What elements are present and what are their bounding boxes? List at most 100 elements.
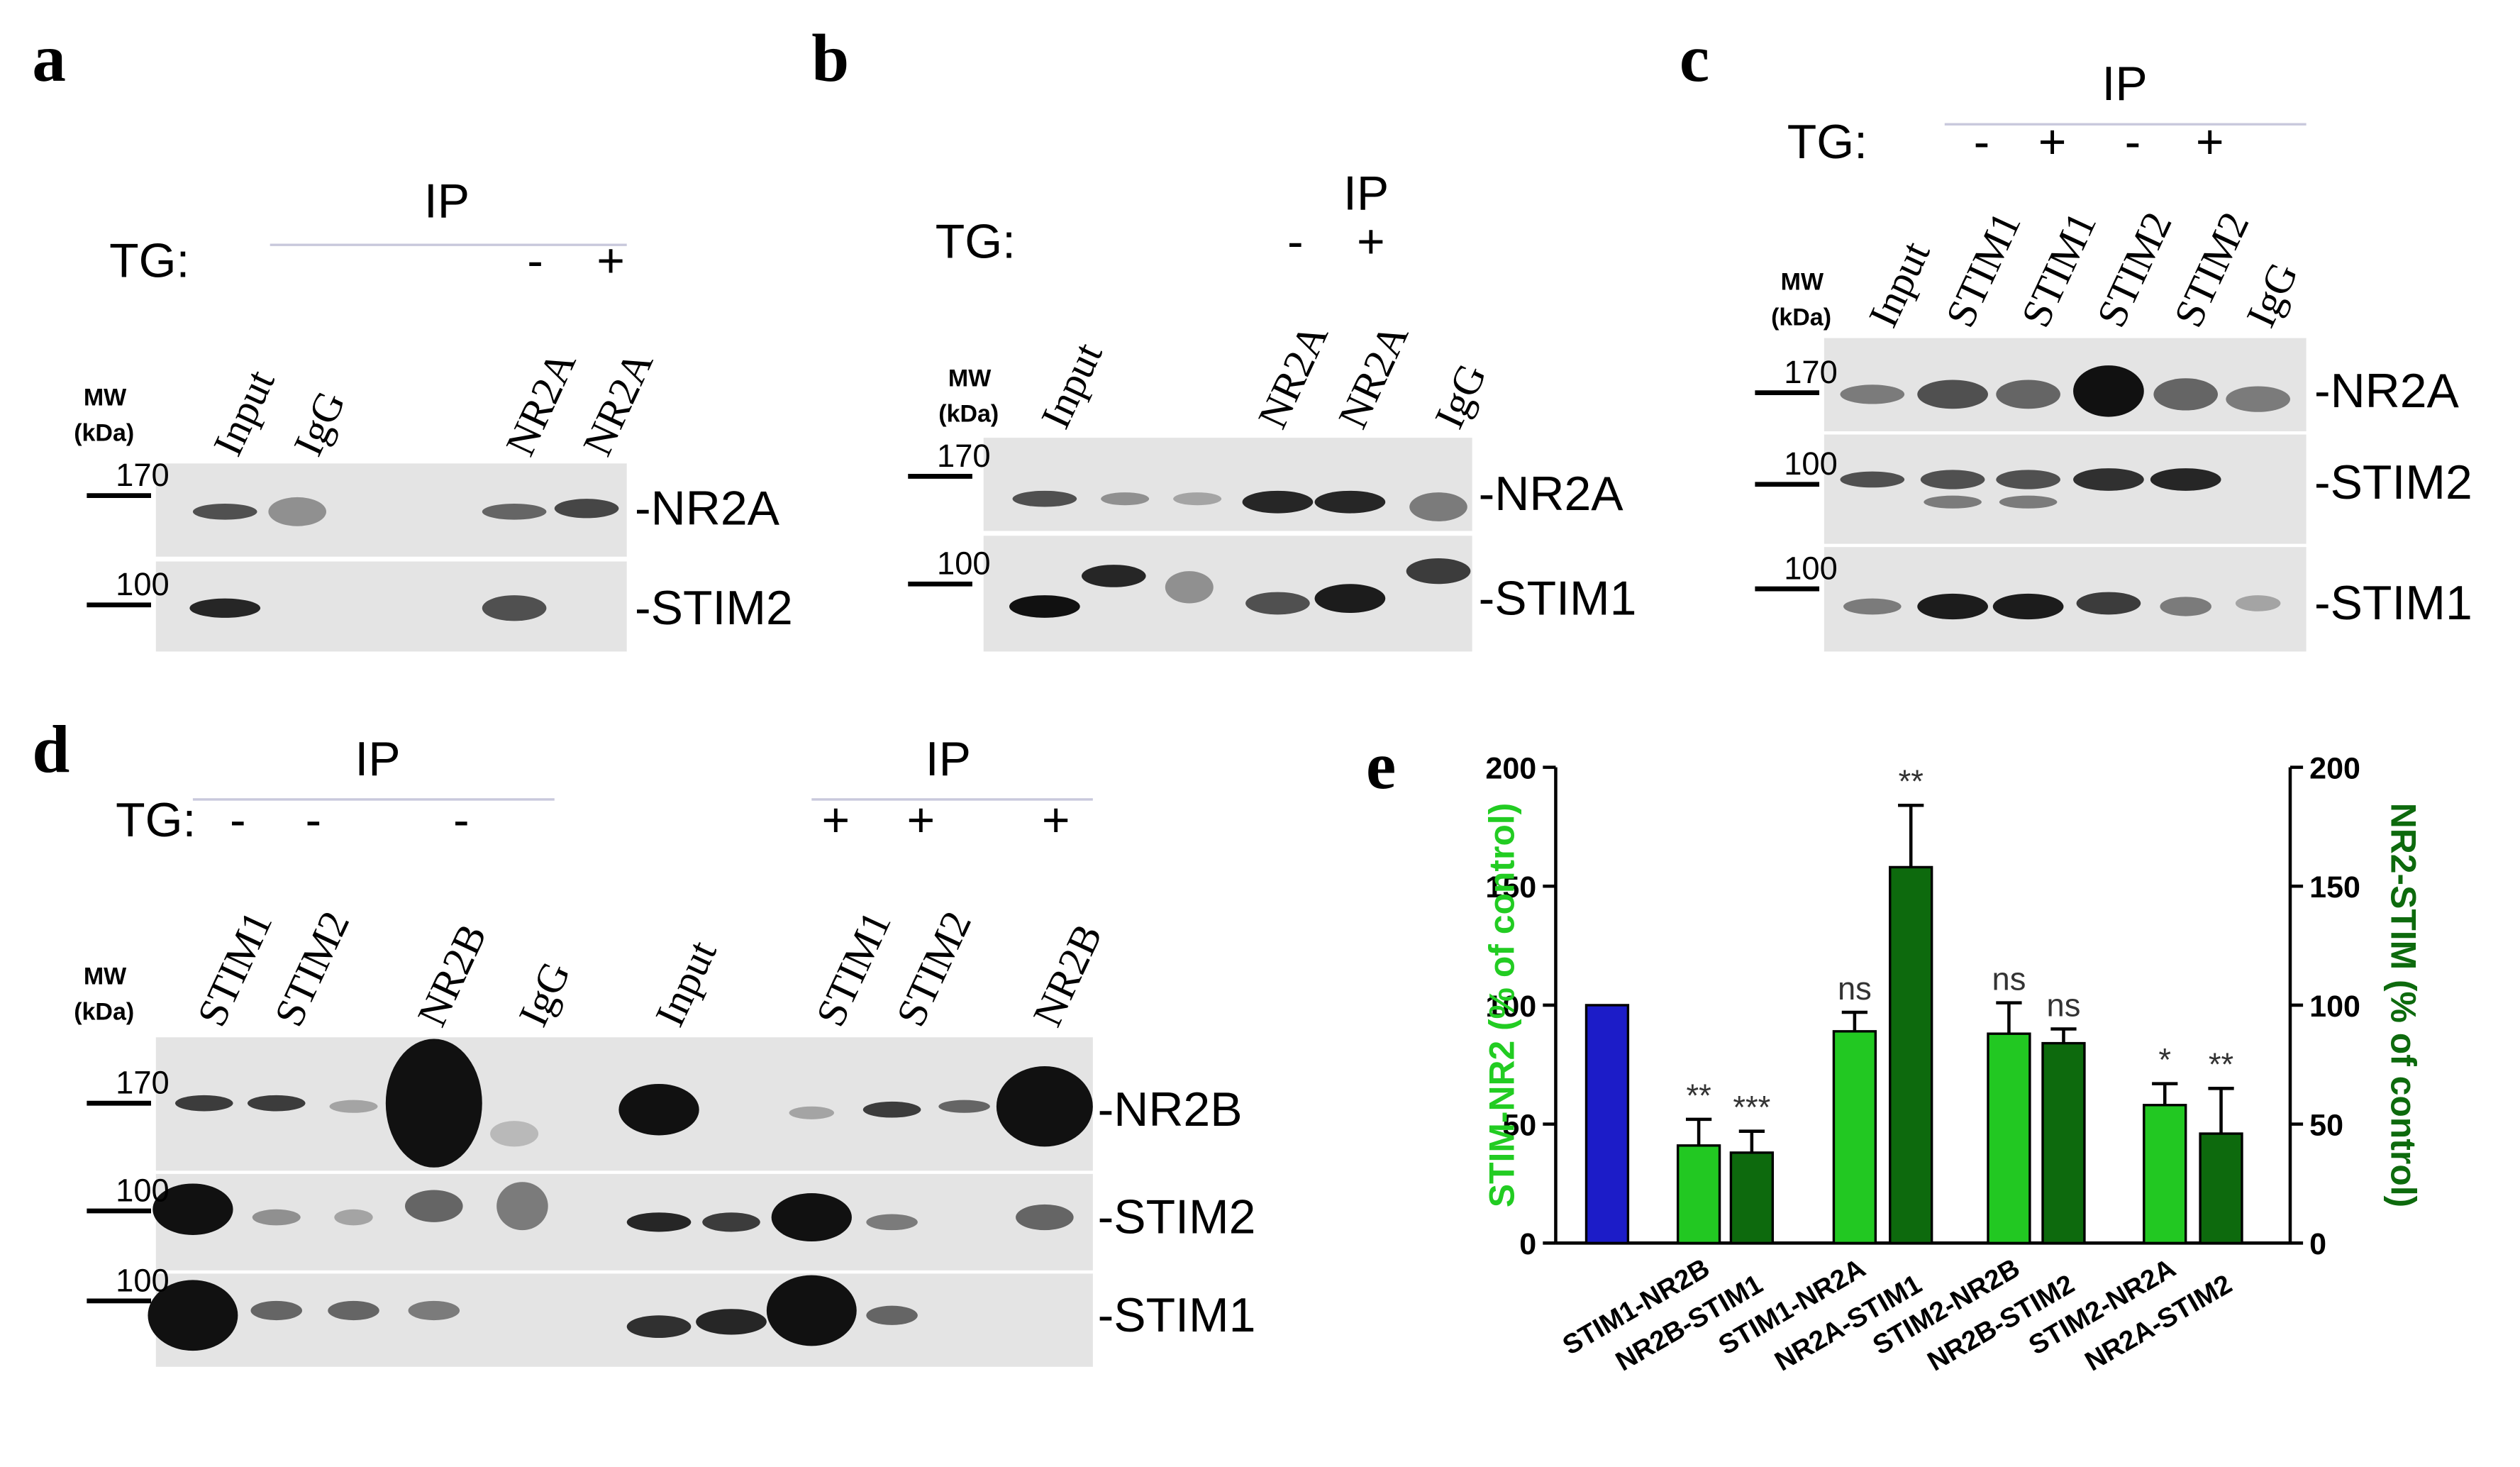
blot-band xyxy=(618,1083,699,1136)
blot-band xyxy=(1999,495,2058,509)
band-label: -STIM1 xyxy=(2314,576,2472,630)
significance: ns xyxy=(1838,970,1872,1007)
blot-band xyxy=(866,1214,918,1231)
y-tick-label: 0 xyxy=(1519,1227,1536,1261)
blot-band xyxy=(1996,470,2060,489)
bar xyxy=(1729,1151,1775,1245)
y-tick-label: 50 xyxy=(1502,1108,1536,1142)
blot-band xyxy=(1996,380,2060,409)
blot-band xyxy=(789,1106,835,1119)
blot-band xyxy=(554,499,619,519)
blot-strip xyxy=(155,1173,1093,1271)
blot-band xyxy=(2160,597,2211,616)
tg-sign: + xyxy=(2196,115,2224,169)
blot-band xyxy=(2073,365,2144,417)
tg-sign: + xyxy=(1357,214,1385,268)
bar xyxy=(2143,1104,2187,1245)
significance: * xyxy=(2158,1041,2171,1078)
blot-band xyxy=(252,1209,301,1226)
band-label: -STIM1 xyxy=(1479,571,1637,625)
mw-label: MW xyxy=(1781,269,1824,296)
y-tick-label: 150 xyxy=(1485,870,1536,904)
band-label: -NR2A xyxy=(1479,467,1624,521)
tg-sign: - xyxy=(1287,214,1304,268)
blot-band xyxy=(766,1275,857,1346)
error-bar xyxy=(2152,1082,2178,1105)
blot-band xyxy=(268,497,326,526)
mw-marker: 100 xyxy=(116,1262,170,1298)
blot-band xyxy=(1242,490,1314,514)
tg-sign: - xyxy=(230,793,246,847)
y2-tick-label: 150 xyxy=(2309,870,2360,904)
blot-band xyxy=(1165,571,1214,604)
band-label: -STIM2 xyxy=(635,581,793,635)
blot-band xyxy=(2076,592,2141,615)
mw-marker: 100 xyxy=(116,566,170,602)
blot-band xyxy=(1917,593,1988,620)
mw-marker: 170 xyxy=(937,438,991,474)
tg-label: TG: xyxy=(1787,115,1867,169)
blot-band xyxy=(1009,595,1080,618)
band-label: -STIM2 xyxy=(2314,455,2472,509)
bar xyxy=(1889,865,1933,1245)
significance: ** xyxy=(1686,1078,1711,1114)
blot-band xyxy=(702,1212,760,1232)
mw-label: MW xyxy=(948,365,992,392)
tg-sign: + xyxy=(907,793,936,847)
y-tick-label: 100 xyxy=(1485,990,1536,1024)
tg-label: TG: xyxy=(109,233,189,287)
blot-band xyxy=(1920,470,1985,489)
blot-band xyxy=(189,598,261,618)
tg-sign: + xyxy=(2038,115,2067,169)
significance: ** xyxy=(1899,763,1924,799)
error-bar xyxy=(1996,1001,2022,1034)
blot-band xyxy=(148,1280,238,1351)
blot-strip xyxy=(983,438,1472,531)
blot-band xyxy=(1245,592,1310,615)
blot-band xyxy=(1081,565,1146,587)
blot-band xyxy=(996,1066,1093,1147)
tg-label: TG: xyxy=(116,793,196,847)
significance: ** xyxy=(2209,1046,2233,1083)
band-label: -NR2B xyxy=(1098,1083,1243,1136)
y-axis-title: STIM-NR2 (% of control) xyxy=(1482,803,1522,1207)
blot-band xyxy=(385,1039,482,1168)
blot-band xyxy=(328,1300,379,1321)
error-bar xyxy=(1685,1117,1712,1146)
blot-band xyxy=(938,1100,990,1113)
blot-band xyxy=(771,1193,852,1242)
bar xyxy=(2199,1132,2243,1245)
error-bar xyxy=(2208,1087,2234,1134)
band-label: -STIM2 xyxy=(1098,1190,1256,1244)
panel-letter: a xyxy=(32,21,66,96)
blot-strip xyxy=(1824,434,2307,544)
panel-letter: c xyxy=(1680,21,1709,96)
blot-strip xyxy=(1824,547,2307,652)
y2-axis-title: NR2-STIM (% of control) xyxy=(2384,803,2424,1207)
ip-label: IP xyxy=(355,732,400,786)
error-bar xyxy=(1898,803,1924,868)
blot-band xyxy=(1101,492,1150,506)
mw-unit: (kDa) xyxy=(74,998,134,1025)
blot-band xyxy=(1992,593,2064,620)
blot-band xyxy=(1314,584,1386,614)
ip-label: IP xyxy=(424,175,470,228)
blot-band xyxy=(1843,598,1902,615)
blot-band xyxy=(1012,490,1077,507)
error-bar xyxy=(1738,1129,1765,1153)
blot-strip xyxy=(155,1273,1093,1367)
blot-band xyxy=(1840,471,1905,488)
blot-band xyxy=(626,1315,692,1338)
blot-band xyxy=(1917,380,1988,409)
blot-strip xyxy=(1824,338,2307,432)
blot-band xyxy=(247,1095,306,1112)
significance: ns xyxy=(1992,961,2026,997)
mw-marker: 100 xyxy=(1784,445,1838,482)
mw-marker: 100 xyxy=(937,546,991,582)
blot-band xyxy=(862,1101,921,1118)
blot-band xyxy=(482,503,547,520)
significance: ns xyxy=(2047,987,2081,1023)
mw-unit: (kDa) xyxy=(938,400,999,427)
